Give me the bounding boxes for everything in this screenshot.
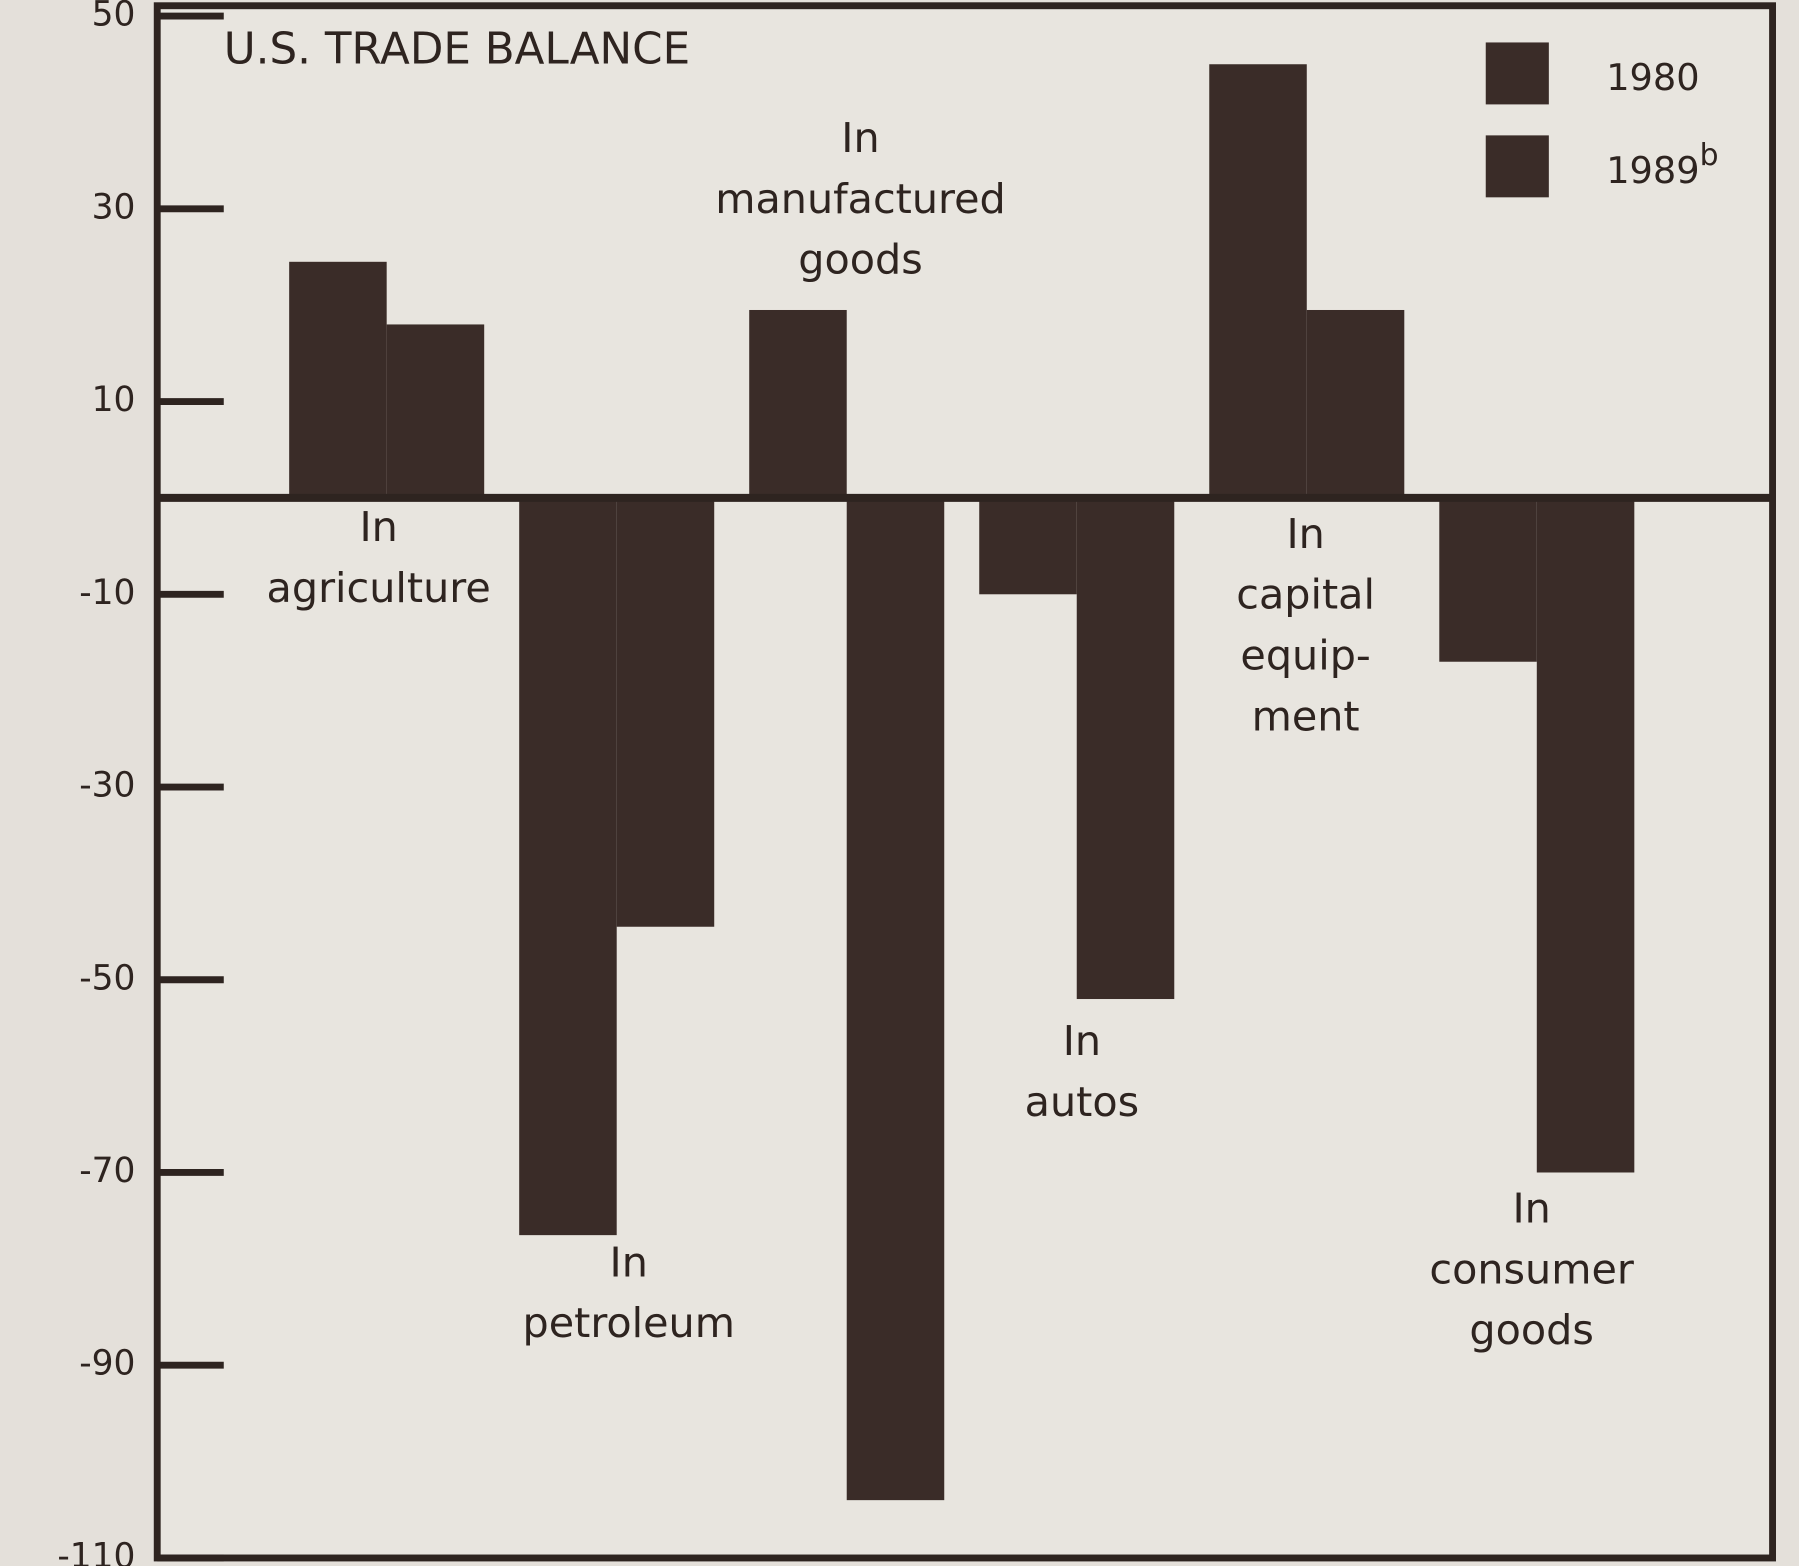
category-label: In <box>1063 1017 1101 1065</box>
y-tick-label: 50 <box>92 0 136 35</box>
legend-swatch <box>1485 135 1549 198</box>
legend-swatch <box>1485 42 1549 105</box>
y-tick-label: -10 <box>79 573 135 613</box>
bar <box>616 497 715 927</box>
legend-name: 1980 <box>1606 56 1699 99</box>
bar <box>749 309 847 498</box>
bar <box>1306 309 1405 498</box>
legend-label: 1980 <box>1606 56 1699 99</box>
bar <box>386 324 485 498</box>
category-label: consumer <box>1429 1245 1633 1293</box>
legend-footnote: b <box>1700 138 1719 173</box>
y-tick-label: -30 <box>79 766 135 806</box>
category-label: In <box>841 114 879 162</box>
category-label: petroleum <box>523 1299 735 1347</box>
category-label: agriculture <box>267 564 491 612</box>
plot-frame <box>153 2 1777 1562</box>
category-label: ment <box>1252 692 1360 740</box>
category-label: In <box>1286 510 1324 558</box>
bar <box>1439 497 1537 662</box>
y-tick-label: -70 <box>79 1151 135 1191</box>
y-tick-label: -110 <box>57 1536 135 1566</box>
category-label: In <box>359 503 397 551</box>
bar <box>846 497 945 1501</box>
category-label: goods <box>798 236 922 284</box>
legend-label: 1989b <box>1606 138 1718 192</box>
y-tick-label: -90 <box>79 1344 135 1384</box>
category-label: In <box>610 1238 648 1286</box>
y-tick-label: 30 <box>92 187 136 227</box>
y-tick-label: 10 <box>92 380 136 420</box>
bar <box>1536 497 1635 1173</box>
bar <box>289 261 387 498</box>
chart-title: U.S. TRADE BALANCE <box>224 25 690 75</box>
category-label: capital <box>1236 571 1375 619</box>
category-label: goods <box>1469 1306 1593 1354</box>
bar <box>519 497 617 1236</box>
category-label: In <box>1512 1184 1550 1232</box>
bar <box>1076 497 1175 1000</box>
bar <box>979 497 1077 595</box>
category-label: manufactured <box>715 175 1006 223</box>
y-tick-label: -50 <box>79 958 135 998</box>
legend-name: 1989 <box>1606 149 1699 192</box>
category-label: equip- <box>1240 632 1370 680</box>
category-label: autos <box>1025 1078 1139 1126</box>
bar <box>1209 64 1307 498</box>
